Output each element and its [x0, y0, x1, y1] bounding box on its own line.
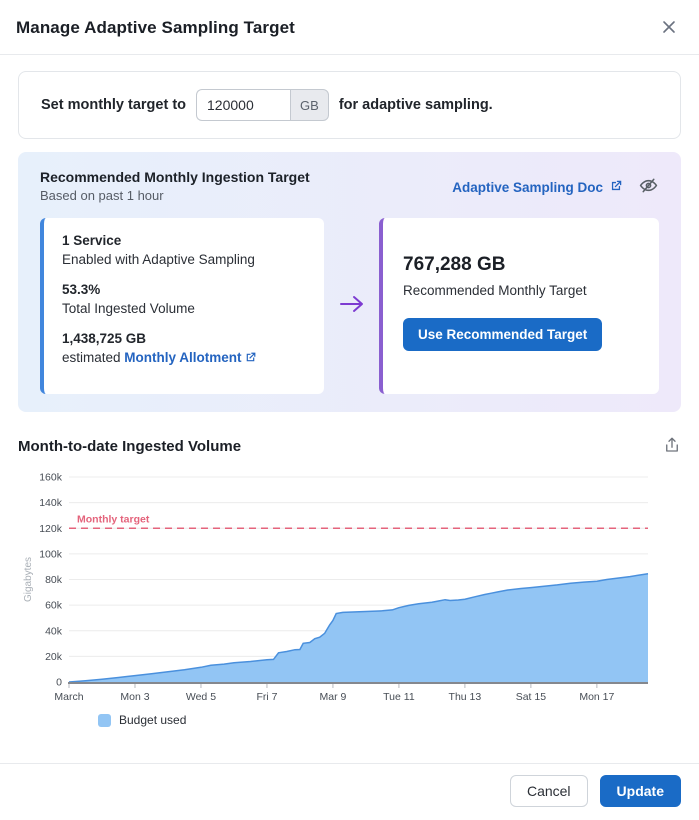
close-icon — [660, 18, 678, 39]
svg-text:160k: 160k — [39, 472, 63, 484]
target-suffix-label: for adaptive sampling. — [338, 97, 493, 113]
recommendation-header-text: Recommended Monthly Ingestion Target Bas… — [40, 169, 310, 203]
svg-text:Mon 3: Mon 3 — [120, 691, 149, 703]
upload-icon — [663, 436, 681, 457]
svg-text:Wed 5: Wed 5 — [186, 691, 216, 703]
external-link-icon — [609, 179, 623, 196]
update-button[interactable]: Update — [599, 775, 681, 807]
svg-text:Fri 7: Fri 7 — [256, 691, 277, 703]
target-input-group: GB — [196, 89, 329, 121]
svg-text:Tue 11: Tue 11 — [383, 691, 415, 703]
legend-swatch — [98, 713, 111, 727]
allotment-desc: estimated Monthly Allotment — [62, 350, 306, 367]
adaptive-sampling-doc-link[interactable]: Adaptive Sampling Doc — [452, 179, 623, 196]
chart-legend: Budget used — [98, 713, 681, 727]
svg-text:Mon 17: Mon 17 — [579, 691, 614, 703]
recommended-target-card: 767,288 GB Recommended Monthly Target Us… — [379, 218, 659, 394]
svg-text:120k: 120k — [39, 523, 63, 535]
svg-text:Monthly target: Monthly target — [77, 513, 150, 525]
allotment-prefix: estimated — [62, 350, 121, 365]
recommendation-header-actions: Adaptive Sampling Doc — [452, 169, 659, 199]
page-title: Manage Adaptive Sampling Target — [16, 18, 295, 37]
recommended-value: 767,288 GB — [403, 254, 506, 275]
monthly-target-input[interactable] — [196, 89, 291, 121]
svg-text:40k: 40k — [45, 625, 63, 637]
ingested-percent-desc: Total Ingested Volume — [62, 301, 195, 316]
cancel-button[interactable]: Cancel — [509, 775, 588, 807]
services-desc: Enabled with Adaptive Sampling — [62, 252, 255, 267]
eye-off-icon — [638, 175, 659, 199]
current-usage-card: 1 Service Enabled with Adaptive Sampling… — [40, 218, 324, 394]
recommendation-panel: Recommended Monthly Ingestion Target Bas… — [18, 152, 681, 412]
ingested-percent-stat: 53.3% Total Ingested Volume — [62, 282, 306, 316]
modal-body: Set monthly target to GB for adaptive sa… — [0, 55, 699, 763]
services-stat: 1 Service Enabled with Adaptive Sampling — [62, 233, 306, 267]
services-count: 1 Service — [62, 233, 122, 248]
target-prefix-label: Set monthly target to — [41, 97, 187, 113]
recommendation-title: Recommended Monthly Ingestion Target — [40, 169, 310, 185]
svg-text:0: 0 — [56, 677, 62, 689]
export-chart-button[interactable] — [663, 436, 681, 457]
chart-title: Month-to-date Ingested Volume — [18, 438, 242, 455]
svg-text:Thu 13: Thu 13 — [449, 691, 482, 703]
svg-text:140k: 140k — [39, 497, 63, 509]
modal-footer: Cancel Update — [0, 763, 699, 820]
svg-text:Gigabytes: Gigabytes — [23, 557, 34, 602]
arrow-right-icon — [337, 292, 367, 321]
allotment-value: 1,438,725 GB — [62, 331, 147, 346]
recommendation-header: Recommended Monthly Ingestion Target Bas… — [40, 169, 659, 203]
svg-text:March: March — [54, 691, 83, 703]
modal-header: Manage Adaptive Sampling Target — [0, 0, 699, 55]
ingested-volume-chart[interactable]: 0 20k 40k 60k 80k 100k 120k 140k 160k Monthly tar… — [18, 469, 681, 707]
arrow-cell — [324, 218, 379, 394]
recommended-value-label: Recommended Monthly Target — [403, 283, 587, 298]
hide-recommendation-button[interactable] — [638, 175, 659, 199]
monthly-allotment-link[interactable]: Monthly Allotment — [124, 350, 256, 365]
external-link-icon — [244, 351, 257, 367]
allotment-stat: 1,438,725 GB estimated Monthly Allotment — [62, 331, 306, 367]
svg-text:Sat 15: Sat 15 — [516, 691, 547, 703]
use-recommended-target-button[interactable]: Use Recommended Target — [403, 318, 603, 351]
doc-link-label: Adaptive Sampling Doc — [452, 179, 603, 195]
svg-text:20k: 20k — [45, 651, 63, 663]
monthly-target-form: Set monthly target to GB for adaptive sa… — [18, 71, 681, 139]
ingested-percent: 53.3% — [62, 282, 101, 297]
close-button[interactable] — [657, 16, 681, 40]
svg-text:Mar 9: Mar 9 — [320, 691, 347, 703]
svg-text:80k: 80k — [45, 574, 63, 586]
chart-header: Month-to-date Ingested Volume — [18, 436, 681, 457]
legend-label: Budget used — [119, 713, 187, 727]
recommendation-cards: 1 Service Enabled with Adaptive Sampling… — [40, 218, 659, 394]
svg-text:100k: 100k — [39, 548, 63, 560]
monthly-allotment-link-label: Monthly Allotment — [124, 350, 242, 365]
recommendation-subtitle: Based on past 1 hour — [40, 188, 164, 203]
gb-unit-addon: GB — [290, 89, 329, 121]
svg-text:60k: 60k — [45, 600, 63, 612]
